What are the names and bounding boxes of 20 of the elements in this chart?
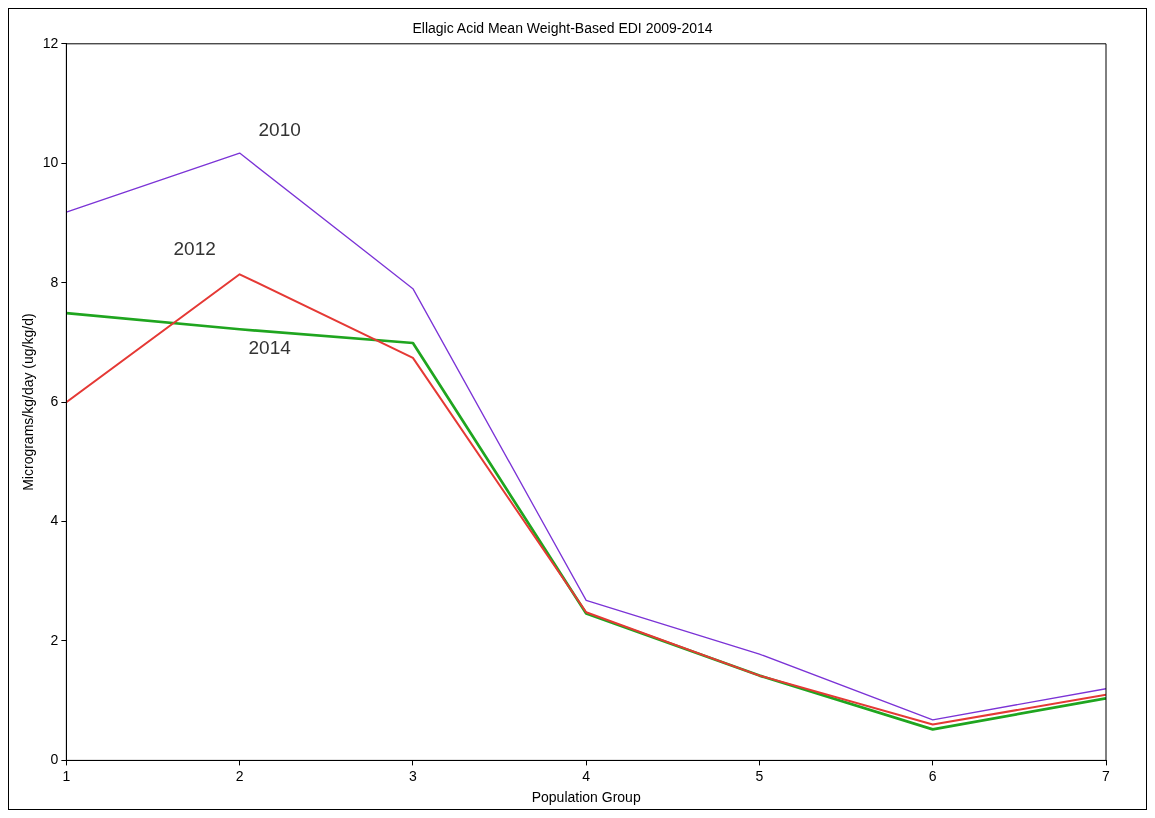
series-label: 2014 xyxy=(248,337,292,359)
x-tick-label: 5 xyxy=(755,767,764,784)
series-label: 2012 xyxy=(173,237,216,259)
series-label: 2010 xyxy=(258,119,301,141)
x-tick-label: 3 xyxy=(409,767,418,784)
y-axis-title: Micrograms/kg/day (ug/kg/d) xyxy=(20,313,37,491)
y-tick-label: 10 xyxy=(42,154,59,171)
chart-title: Ellagic Acid Mean Weight-Based EDI 2009-2014 xyxy=(412,20,713,37)
x-tick-label: 2 xyxy=(235,767,244,784)
y-tick-label: 2 xyxy=(50,631,59,648)
y-tick-label: 4 xyxy=(50,512,59,529)
y-tick-label: 0 xyxy=(50,751,59,768)
x-tick-label: 1 xyxy=(62,767,71,784)
x-tick-label: 6 xyxy=(928,767,937,784)
y-tick-label: 12 xyxy=(42,34,59,51)
y-tick-label: 8 xyxy=(50,273,59,290)
y-tick-label: 6 xyxy=(50,392,59,409)
x-axis-title: Population Group xyxy=(531,789,641,806)
x-tick-label: 4 xyxy=(582,767,591,784)
x-tick-label: 7 xyxy=(1102,767,1111,784)
